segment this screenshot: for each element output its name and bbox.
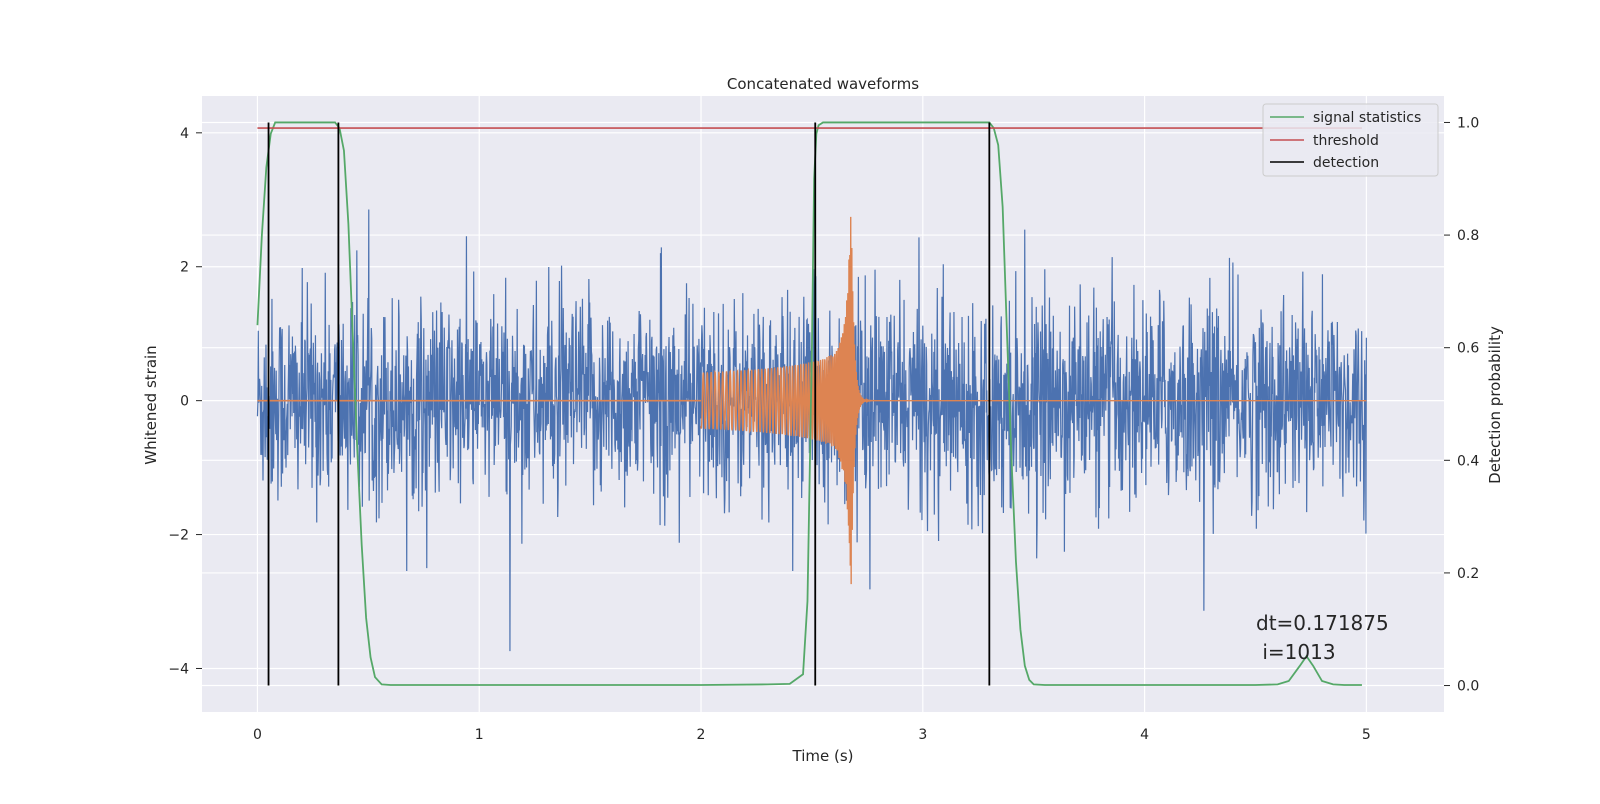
axis-ticks: 0 1 2 3 4 5 −4 −2 0 2 4 0.0 0.2 0.4 0.6 0.8 1.0 [168,115,1479,743]
y-tick-label: −4 [168,661,189,677]
y2-tick-label: 0.4 [1457,453,1479,469]
y2-tick-label: 0.0 [1457,679,1479,695]
y2-tick-label: 0.8 [1457,228,1479,244]
detection-series [267,122,991,686]
y2-axis-label: Detection probability [1486,326,1504,484]
y-tick-label: 2 [180,260,189,276]
y-tick-label: −2 [168,528,189,544]
legend-label-signal-statistics: signal statistics [1313,110,1421,126]
chart-title: Concatenated waveforms [727,75,919,93]
signal-statistics-series [256,121,1362,686]
legend-box [1262,103,1439,177]
x-tick-label: 3 [918,727,927,743]
x-tick-label: 1 [475,727,484,743]
x-tick-label: 4 [1140,727,1149,743]
signal-statistics-line [256,121,1362,686]
y-axis-label: Whitened strain [142,345,160,464]
y-tick-label: 4 [180,126,189,142]
template-line [700,216,1367,585]
legend-label-threshold: threshold [1313,133,1379,149]
y2-tick-label: 1.0 [1457,115,1479,131]
x-axis-label: Time (s) [792,747,854,765]
y-tick-label: 0 [180,394,189,410]
x-tick-label: 5 [1362,727,1371,743]
annotation-index: i=1013 [1256,640,1336,664]
legend: signal statistics threshold detection [1262,103,1439,177]
y2-tick-label: 0.6 [1457,341,1479,357]
x-tick-label: 2 [697,727,706,743]
annotation-dt: dt=0.171875 [1256,611,1389,635]
y2-tick-label: 0.2 [1457,566,1479,582]
legend-label-detection: detection [1313,155,1379,171]
x-tick-label: 0 [253,727,262,743]
template-series [257,216,1367,585]
